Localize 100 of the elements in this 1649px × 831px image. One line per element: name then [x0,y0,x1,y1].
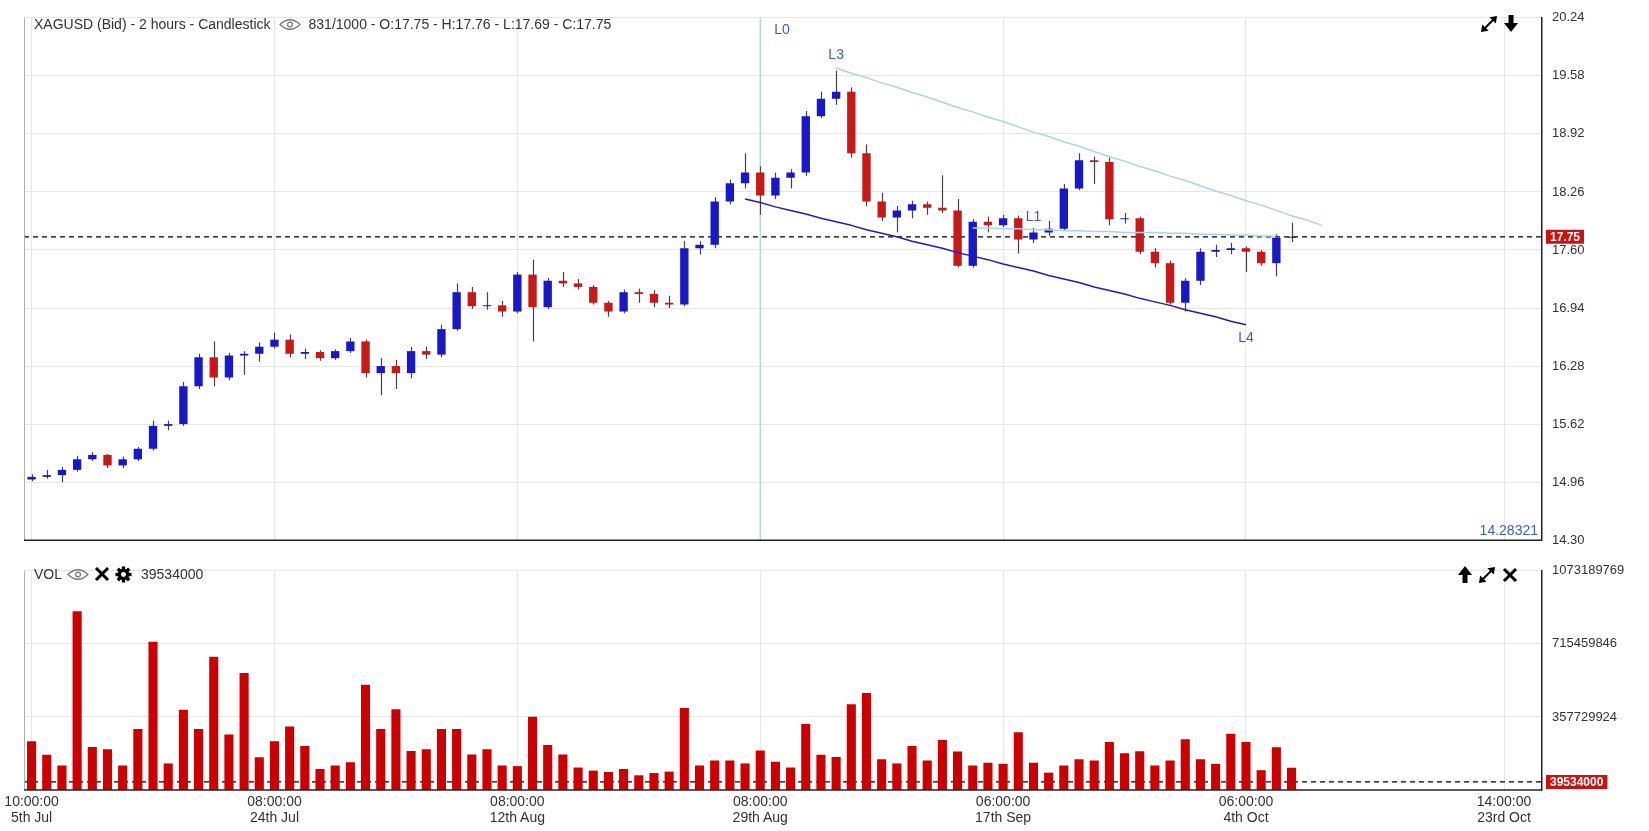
bar [376,728,386,790]
x-tick-label: 14:00:00 23rd Oct [1476,792,1532,825]
bar [42,754,52,790]
bar [937,739,947,790]
bar [1044,772,1054,790]
bar [178,709,188,790]
bar [770,761,780,790]
bar [1195,759,1205,790]
bar [1074,759,1084,790]
candlestick [740,152,750,190]
x-tick-label: 06:00:00 17th Sep [975,792,1032,825]
candlestick [877,192,886,222]
candlestick [239,350,249,376]
bar [254,757,264,790]
y-tick-label: 14.30 [1552,531,1585,547]
bar [1089,760,1099,790]
candlestick [725,179,735,205]
chart-title: XAGUSD (Bid) - 2 hours - Candlestick [34,15,271,33]
ref-line-label: 17.75 [1550,229,1581,244]
candlestick [376,357,385,396]
y-tick-label: 1073189769 [1552,562,1625,578]
candlestick [285,333,294,358]
bar [892,763,902,790]
bar [710,760,720,790]
chart-title: VOL [34,565,63,583]
candlestick [589,284,598,306]
candlestick [831,69,841,106]
candlestick [467,286,476,310]
chart-subtitle: 831/1000 - O:17.75 - H:17.76 - L:17.69 - C:17.75 [308,15,612,33]
bar [361,684,371,790]
bar [1013,732,1023,790]
bar [133,728,143,790]
bar [315,768,325,790]
bar [421,749,431,790]
bar [1256,770,1266,790]
bar [436,728,446,790]
bar [877,759,887,790]
candlestick [1241,245,1251,273]
bar [922,760,932,790]
bar [861,692,872,790]
bar [558,754,568,790]
candlestick [1150,247,1160,269]
bar [846,704,856,790]
candlestick [148,419,158,452]
bar [725,760,735,790]
annotation: 14.28321 [1479,522,1539,539]
bar [619,768,629,790]
candlestick [1181,277,1190,313]
bar [1241,742,1251,790]
bar [953,751,963,790]
candlestick [786,168,795,190]
bar [1059,765,1069,790]
bar [163,763,173,790]
bar [1120,753,1130,790]
y-tick-label: 16.94 [1552,299,1585,315]
bar [968,765,978,790]
candlestick [619,288,628,314]
bar [497,765,507,790]
bar [512,766,522,790]
bar [603,772,613,790]
candlestick [816,91,826,119]
x-tick-label: 08:00:00 12th Aug [489,792,545,825]
y-tick-label: 18.92 [1552,125,1585,141]
y-tick-label: 20.24 [1552,9,1585,25]
bar [816,754,826,790]
bar [1286,767,1297,790]
x-tick-label: 08:00:00 29th Aug [732,792,788,825]
y-tick-label: 19.58 [1552,67,1585,83]
bar [1165,760,1175,790]
y-tick-label: 357729924 [1552,708,1618,724]
bar [831,756,841,790]
candlestick [756,165,765,216]
y-tick-label: 15.62 [1552,415,1585,431]
series-label: L4 [1238,328,1254,345]
y-tick-label: 715459846 [1552,635,1618,651]
bar [740,763,750,790]
bar [543,745,553,790]
candlestick [892,205,902,233]
candlestick [255,341,264,363]
bar [998,763,1008,790]
bar [1104,742,1114,790]
bar [72,611,82,790]
bar [57,765,67,790]
bar [482,749,492,790]
bar [588,770,598,790]
bar [801,724,811,790]
bar [1271,747,1281,790]
bar [285,726,295,790]
bar [1180,739,1190,790]
bar [786,767,796,790]
bar [527,716,538,790]
bar [755,750,765,790]
bar [330,765,340,790]
x-tick-label: 06:00:00 4th Oct [1218,792,1274,825]
x-tick-label: 10:00:00 5th Jul [4,792,60,825]
y-tick-label: 16.28 [1552,357,1585,373]
candlestick [771,171,780,200]
series-label: L3 [828,45,845,62]
bar [1211,763,1221,790]
bar [467,754,477,790]
